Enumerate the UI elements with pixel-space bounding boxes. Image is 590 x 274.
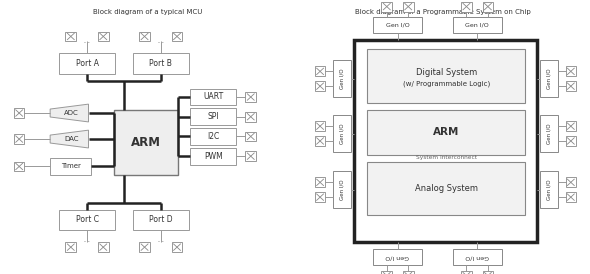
Bar: [453, 17, 502, 33]
Bar: [382, 271, 392, 274]
Text: Gen I/O: Gen I/O: [546, 68, 551, 89]
Text: Gen I/O: Gen I/O: [386, 255, 409, 260]
Bar: [367, 162, 525, 215]
Text: - -: - -: [84, 40, 90, 45]
Bar: [245, 151, 256, 161]
Bar: [333, 171, 351, 208]
Text: SPI: SPI: [207, 112, 219, 121]
Text: ARM: ARM: [131, 136, 161, 149]
Bar: [133, 53, 189, 74]
Bar: [540, 115, 558, 152]
Bar: [245, 92, 256, 102]
Bar: [59, 53, 115, 74]
Bar: [315, 81, 326, 91]
Text: Block diagram of a typical MCU: Block diagram of a typical MCU: [93, 9, 202, 15]
Bar: [566, 178, 576, 187]
Bar: [245, 112, 256, 122]
Text: Gen I/O: Gen I/O: [340, 123, 345, 144]
Text: System Interconnect: System Interconnect: [416, 155, 477, 159]
Bar: [65, 32, 76, 41]
Bar: [333, 115, 351, 152]
Bar: [373, 17, 422, 33]
Text: UART: UART: [203, 93, 223, 101]
Text: (w/ Programmable Logic): (w/ Programmable Logic): [402, 81, 490, 87]
Bar: [461, 2, 472, 12]
Bar: [172, 32, 182, 41]
Bar: [566, 192, 576, 202]
Bar: [367, 110, 525, 155]
Bar: [139, 32, 150, 41]
Text: Timer: Timer: [61, 164, 81, 169]
Bar: [14, 134, 24, 144]
Bar: [113, 110, 178, 175]
Bar: [190, 108, 236, 125]
Bar: [65, 242, 76, 252]
Text: - -: - -: [158, 239, 163, 244]
Bar: [98, 242, 109, 252]
Bar: [403, 2, 414, 12]
Bar: [59, 210, 115, 230]
Bar: [98, 32, 109, 41]
Text: Gen I/O: Gen I/O: [546, 123, 551, 144]
Bar: [453, 249, 502, 265]
Polygon shape: [50, 130, 88, 148]
Text: Digital System: Digital System: [415, 68, 477, 77]
Bar: [190, 128, 236, 145]
Bar: [245, 132, 256, 141]
Text: DAC: DAC: [64, 136, 78, 142]
Text: Gen I/O: Gen I/O: [340, 179, 345, 200]
Bar: [190, 148, 236, 165]
Bar: [133, 210, 189, 230]
Text: ADC: ADC: [64, 110, 78, 116]
Text: Gen I/O: Gen I/O: [466, 22, 489, 27]
Bar: [172, 242, 182, 252]
Text: I2C: I2C: [207, 132, 219, 141]
Text: Analog System: Analog System: [415, 184, 478, 193]
Text: - -: - -: [158, 40, 163, 45]
Text: Port D: Port D: [149, 215, 173, 224]
Bar: [540, 60, 558, 97]
Bar: [483, 2, 493, 12]
Bar: [566, 81, 576, 91]
Bar: [190, 89, 236, 105]
Bar: [14, 108, 24, 118]
Bar: [354, 40, 537, 242]
Bar: [315, 178, 326, 187]
Bar: [139, 242, 150, 252]
Text: ARM: ARM: [433, 127, 460, 137]
Bar: [566, 121, 576, 131]
Text: Gen I/O: Gen I/O: [466, 255, 489, 260]
Bar: [540, 171, 558, 208]
Text: Port A: Port A: [76, 59, 99, 68]
Polygon shape: [50, 104, 88, 122]
Text: - -: - -: [84, 239, 90, 244]
Bar: [14, 162, 24, 172]
Text: PWM: PWM: [204, 152, 222, 161]
Text: Port B: Port B: [149, 59, 172, 68]
Bar: [333, 60, 351, 97]
Bar: [373, 249, 422, 265]
Bar: [483, 271, 493, 274]
Text: Gen I/O: Gen I/O: [340, 68, 345, 89]
Text: Gen I/O: Gen I/O: [386, 22, 409, 27]
Bar: [315, 67, 326, 76]
Bar: [315, 136, 326, 146]
Bar: [403, 271, 414, 274]
Bar: [382, 2, 392, 12]
Text: Block diagram of a Programmable System on Chip: Block diagram of a Programmable System o…: [355, 9, 530, 15]
Bar: [367, 49, 525, 103]
Bar: [461, 271, 472, 274]
Text: Gen I/O: Gen I/O: [546, 179, 551, 200]
Bar: [315, 192, 326, 202]
Bar: [566, 67, 576, 76]
Bar: [50, 158, 91, 175]
Text: Port C: Port C: [76, 215, 99, 224]
Bar: [566, 136, 576, 146]
Bar: [315, 121, 326, 131]
